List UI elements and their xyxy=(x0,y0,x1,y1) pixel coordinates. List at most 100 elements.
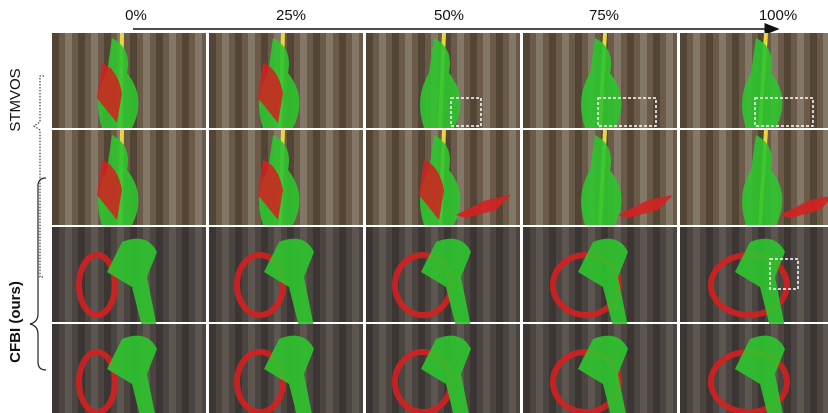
column-header: 100% xyxy=(759,7,797,24)
texture xyxy=(209,324,216,413)
texture xyxy=(222,33,229,128)
texture xyxy=(182,33,189,128)
green-mask xyxy=(578,238,628,327)
green-mask xyxy=(107,335,157,413)
texture xyxy=(366,324,373,413)
texture xyxy=(509,33,516,128)
texture xyxy=(91,33,98,128)
green-mask xyxy=(735,335,785,413)
texture xyxy=(209,130,216,225)
texture xyxy=(706,227,713,322)
texture xyxy=(248,227,255,322)
texture xyxy=(627,33,634,128)
texture xyxy=(418,33,425,128)
texture xyxy=(222,324,229,413)
texture xyxy=(496,324,503,413)
texture xyxy=(653,130,660,225)
frame xyxy=(680,32,828,129)
texture xyxy=(52,33,59,128)
texture xyxy=(666,130,673,225)
texture xyxy=(470,324,477,413)
green-mask xyxy=(420,38,461,128)
texture xyxy=(640,130,647,225)
texture xyxy=(248,33,255,128)
texture xyxy=(523,33,530,128)
texture xyxy=(483,130,490,225)
stmvos-bracket xyxy=(33,75,44,278)
texture xyxy=(680,227,687,322)
red-mask xyxy=(618,195,673,218)
texture xyxy=(405,227,412,322)
texture xyxy=(339,324,346,413)
texture xyxy=(810,33,817,128)
green-mask xyxy=(742,135,783,225)
texture xyxy=(405,33,412,128)
texture xyxy=(784,130,791,225)
texture xyxy=(313,130,320,225)
column-header: 75% xyxy=(589,7,619,24)
texture xyxy=(549,33,556,128)
texture xyxy=(379,324,386,413)
texture xyxy=(379,130,386,225)
green-mask xyxy=(264,335,314,413)
row-label: CFBI (ours) xyxy=(7,281,24,363)
texture xyxy=(195,33,202,128)
red-mask xyxy=(76,349,118,413)
red-mask xyxy=(258,63,283,123)
red-mask xyxy=(97,160,122,220)
texture xyxy=(693,130,700,225)
texture xyxy=(536,227,543,322)
column-header: 25% xyxy=(276,7,306,24)
texture xyxy=(575,130,582,225)
green-mask xyxy=(581,135,622,225)
texture xyxy=(300,33,307,128)
texture xyxy=(797,227,804,322)
texture xyxy=(706,130,713,225)
texture xyxy=(680,324,687,413)
texture xyxy=(693,33,700,128)
texture xyxy=(313,324,320,413)
texture xyxy=(693,324,700,413)
texture xyxy=(130,130,137,225)
frame xyxy=(366,227,520,327)
texture xyxy=(235,130,242,225)
texture xyxy=(509,227,516,322)
texture xyxy=(823,227,828,322)
texture xyxy=(182,324,189,413)
texture xyxy=(156,227,163,322)
texture xyxy=(496,33,503,128)
texture xyxy=(156,33,163,128)
texture xyxy=(614,130,621,225)
frame xyxy=(52,324,206,413)
frame xyxy=(209,324,363,413)
texture xyxy=(562,227,569,322)
texture xyxy=(143,33,150,128)
texture xyxy=(392,33,399,128)
texture xyxy=(627,227,634,322)
texture xyxy=(810,324,817,413)
texture xyxy=(666,227,673,322)
texture xyxy=(65,227,72,322)
texture xyxy=(457,33,464,128)
texture xyxy=(562,324,569,413)
texture xyxy=(379,227,386,322)
texture xyxy=(379,33,386,128)
texture xyxy=(222,227,229,322)
frame xyxy=(366,129,520,226)
texture xyxy=(536,130,543,225)
texture xyxy=(732,227,739,322)
texture xyxy=(640,227,647,322)
texture xyxy=(313,33,320,128)
texture xyxy=(784,324,791,413)
texture xyxy=(78,130,85,225)
frame xyxy=(209,129,363,226)
texture xyxy=(797,33,804,128)
frame xyxy=(366,324,520,413)
texture xyxy=(496,130,503,225)
texture xyxy=(235,33,242,128)
texture xyxy=(470,130,477,225)
texture xyxy=(339,227,346,322)
texture xyxy=(823,33,828,128)
texture xyxy=(470,33,477,128)
texture xyxy=(810,130,817,225)
